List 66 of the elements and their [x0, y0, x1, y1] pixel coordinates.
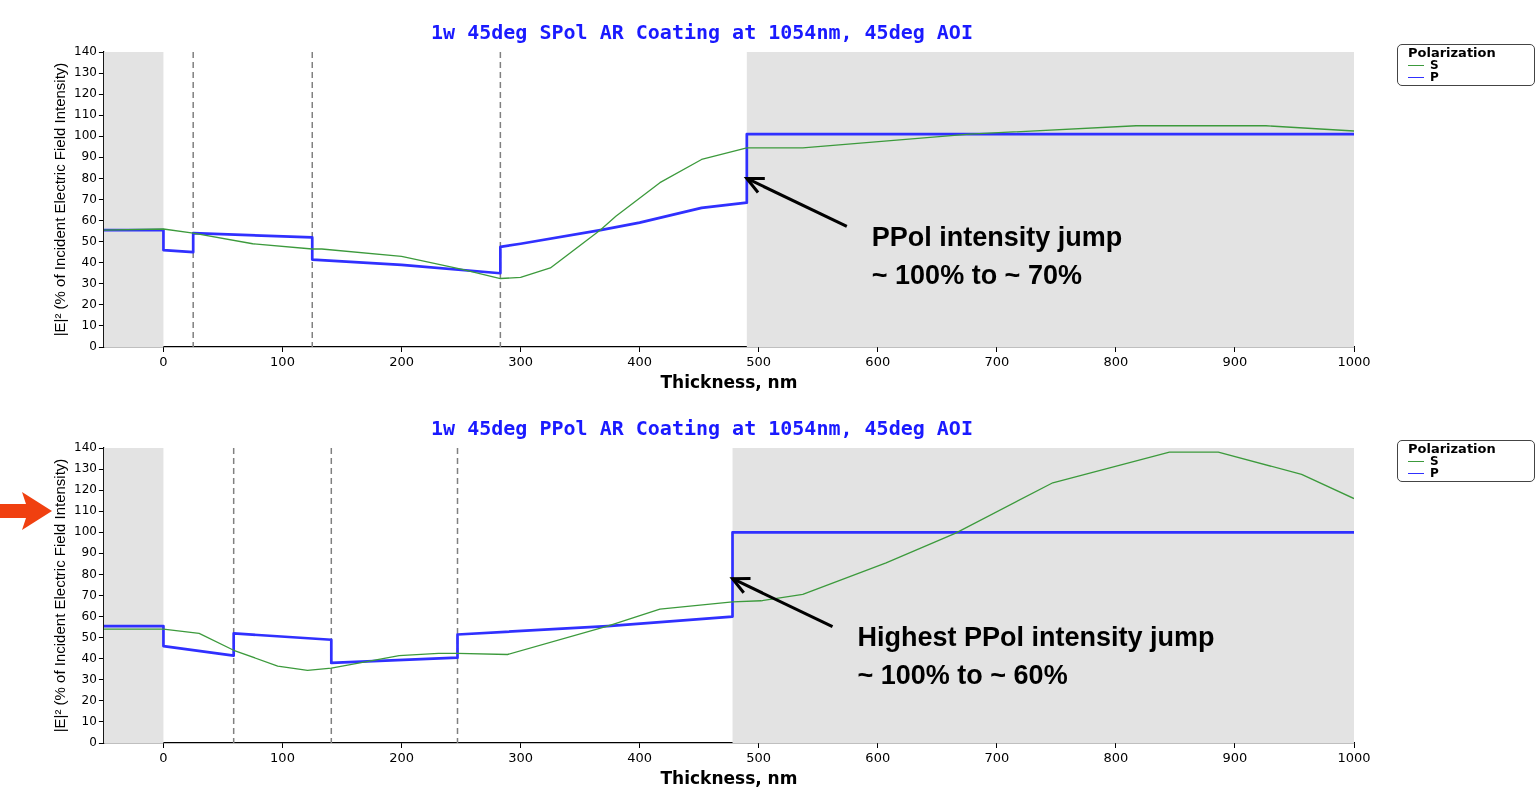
x-axis-title: Thickness, nm	[660, 372, 798, 393]
legend-title: Polarization	[1408, 45, 1497, 60]
y-tick-label: 20	[81, 692, 97, 707]
x-tick-label: 200	[389, 354, 414, 370]
x-axis-title: Thickness, nm	[660, 768, 798, 789]
y-tick-label: 120	[74, 482, 97, 497]
y-axis-title: |E|² (% of Incident Electric Field Intensity)	[51, 62, 69, 337]
x-tick-label: 100	[270, 354, 295, 370]
y-tick-label: 40	[81, 650, 97, 665]
y-tick-label: 100	[74, 524, 97, 539]
x-tick-label: 500	[746, 750, 772, 766]
y-tick-label: 30	[81, 275, 97, 290]
y-tick-label: 50	[81, 629, 97, 644]
y-tick-label: 80	[81, 566, 97, 581]
y-tick-label: 0	[89, 735, 97, 750]
x-tick-label: 0	[159, 750, 168, 766]
y-tick-label: 40	[81, 254, 97, 269]
y-tick-label: 30	[81, 671, 97, 686]
legend-label: S	[1430, 454, 1439, 468]
x-tick-label: 300	[508, 354, 534, 370]
x-tick-label: 400	[627, 354, 653, 370]
y-tick-label: 140	[74, 440, 97, 455]
x-tick-label: 900	[1222, 750, 1248, 766]
legend-label: P	[1430, 70, 1439, 84]
x-tick-label: 600	[865, 354, 891, 370]
chart-title: 1w 45deg PPol AR Coating at 1054nm, 45deg AOI	[431, 416, 973, 441]
legend-label: P	[1430, 466, 1439, 480]
y-tick-label: 110	[74, 107, 97, 122]
y-tick-label: 130	[74, 461, 97, 476]
x-tick-label: 200	[389, 750, 414, 766]
y-tick-label: 70	[81, 191, 97, 206]
y-axis-title: |E|² (% of Incident Electric Field Intensity)	[51, 458, 69, 733]
annotation: Highest PPol intensity jump ~ 100% to ~ 60%	[857, 622, 1215, 691]
x-tick-label: 0	[159, 354, 168, 370]
x-tick-label: 900	[1222, 354, 1248, 370]
y-tick-label: 10	[81, 318, 97, 333]
y-tick-label: 80	[81, 170, 97, 185]
x-tick-label: 600	[865, 750, 891, 766]
y-tick-label: 0	[89, 339, 97, 354]
x-tick-label: 700	[984, 354, 1010, 370]
y-tick-label: 20	[81, 296, 97, 311]
y-tick-label: 70	[81, 587, 97, 602]
x-tick-label: 1000	[1337, 354, 1371, 370]
y-tick-label: 100	[74, 128, 97, 143]
x-tick-label: 500	[746, 354, 772, 370]
y-tick-label: 130	[74, 65, 97, 80]
x-tick-label: 100	[270, 750, 295, 766]
x-tick-label: 700	[984, 750, 1010, 766]
y-tick-label: 10	[81, 714, 97, 729]
y-tick-label: 50	[81, 233, 97, 248]
chart-title: 1w 45deg SPol AR Coating at 1054nm, 45deg AOI	[431, 20, 973, 45]
y-tick-label: 90	[81, 149, 97, 164]
y-tick-label: 120	[74, 86, 97, 101]
y-tick-label: 60	[81, 212, 97, 227]
y-tick-label: 140	[74, 44, 97, 59]
x-tick-label: 800	[1103, 354, 1129, 370]
x-tick-label: 800	[1103, 750, 1129, 766]
legend-label: S	[1430, 58, 1439, 72]
y-tick-label: 110	[74, 503, 97, 518]
x-tick-label: 1000	[1337, 750, 1371, 766]
annotation: PPol intensity jump ~ 100% to ~ 70%	[871, 221, 1123, 290]
y-tick-label: 90	[81, 545, 97, 560]
x-tick-label: 300	[508, 750, 534, 766]
x-tick-label: 400	[627, 750, 653, 766]
y-tick-label: 60	[81, 608, 97, 623]
legend-title: Polarization	[1408, 441, 1497, 456]
